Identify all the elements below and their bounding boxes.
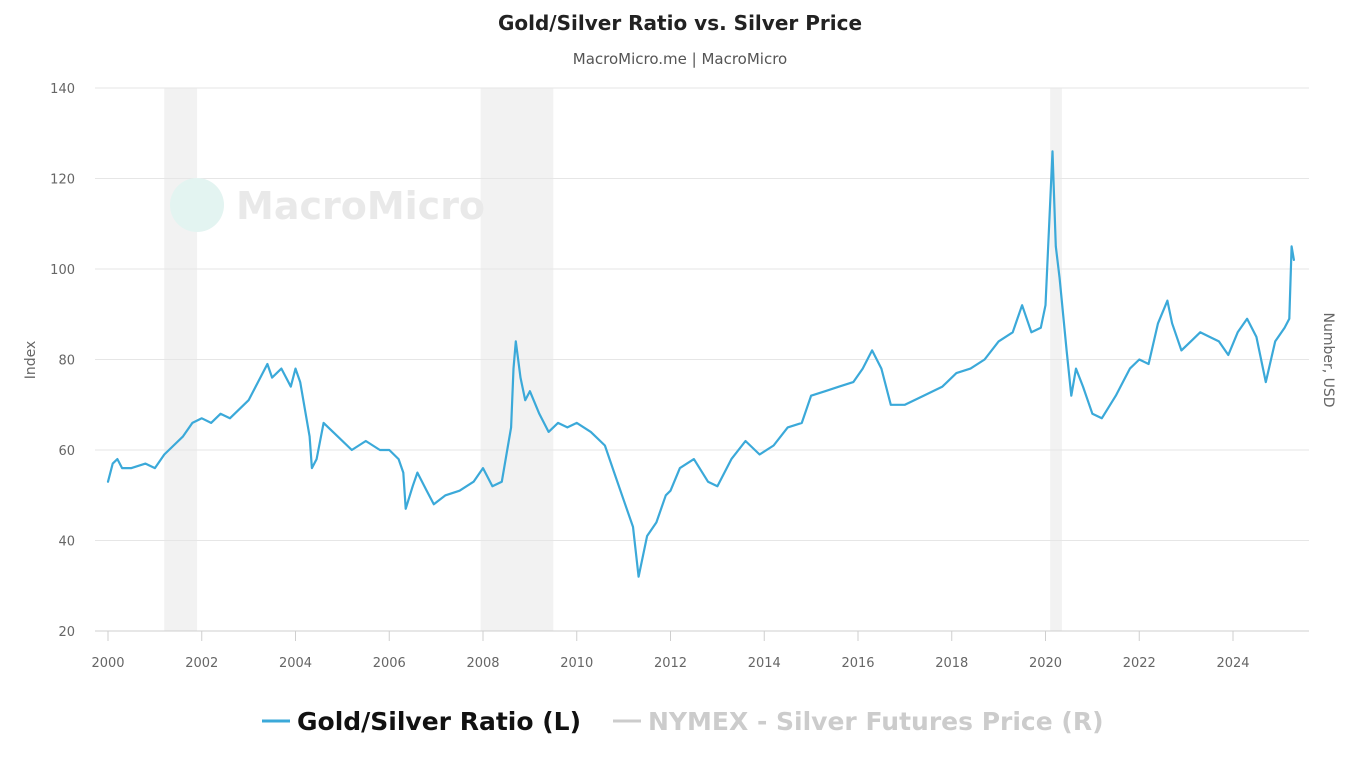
series-layer — [106, 150, 1296, 578]
x-tick-label-2014: 2014 — [748, 656, 781, 671]
watermark-logo-icon — [170, 178, 224, 232]
x-tick-label-2000: 2000 — [91, 656, 124, 671]
y-tick-label-60: 60 — [58, 444, 75, 459]
legend: Gold/Silver Ratio (L) NYMEX - Silver Fut… — [262, 707, 1104, 736]
x-tick-label-2010: 2010 — [560, 656, 593, 671]
x-tick-label-2012: 2012 — [654, 656, 687, 671]
y-tick-label-80: 80 — [58, 354, 75, 369]
watermark-text: MacroMicro — [236, 184, 485, 228]
y-tick-label-140: 140 — [50, 82, 75, 97]
y-axis-right-title: Number, USD — [1320, 312, 1336, 407]
chart-subtitle: MacroMicro.me | MacroMicro — [573, 50, 787, 68]
legend-label-gold-silver-ratio: Gold/Silver Ratio (L) — [297, 707, 581, 736]
x-tick-label-2006: 2006 — [373, 656, 406, 671]
y-axis-ticks: 20 40 60 80 100 120 140 — [50, 82, 75, 640]
series-line-gold-silver-ratio — [106, 150, 1296, 578]
legend-label-silver-futures: NYMEX - Silver Futures Price (R) — [648, 707, 1104, 736]
y-tick-label-120: 120 — [50, 173, 75, 188]
x-tick-label-2020: 2020 — [1029, 656, 1062, 671]
x-tick-label-2016: 2016 — [841, 656, 874, 671]
x-tick-label-2018: 2018 — [935, 656, 968, 671]
x-tick-label-2022: 2022 — [1123, 656, 1156, 671]
x-tick-label-2004: 2004 — [279, 656, 312, 671]
y-tick-label-40: 40 — [58, 535, 75, 550]
x-tick-label-2002: 2002 — [185, 656, 218, 671]
legend-item-silver-futures[interactable]: NYMEX - Silver Futures Price (R) — [613, 707, 1104, 736]
watermark-logo: MacroMicro — [170, 178, 485, 232]
gridlines — [95, 87, 1309, 541]
x-axis-ticks: 2000 2002 2004 2006 2008 2010 2012 2014 2016 2018… — [91, 631, 1250, 671]
x-tick-label-2024: 2024 — [1216, 656, 1249, 671]
y-tick-label-100: 100 — [50, 263, 75, 278]
legend-item-gold-silver-ratio[interactable]: Gold/Silver Ratio (L) — [262, 707, 581, 736]
x-tick-label-2008: 2008 — [466, 656, 499, 671]
y-axis-left-title: Index — [23, 341, 39, 380]
chart-title: Gold/Silver Ratio vs. Silver Price — [498, 11, 862, 35]
y-tick-label-20: 20 — [58, 625, 75, 640]
